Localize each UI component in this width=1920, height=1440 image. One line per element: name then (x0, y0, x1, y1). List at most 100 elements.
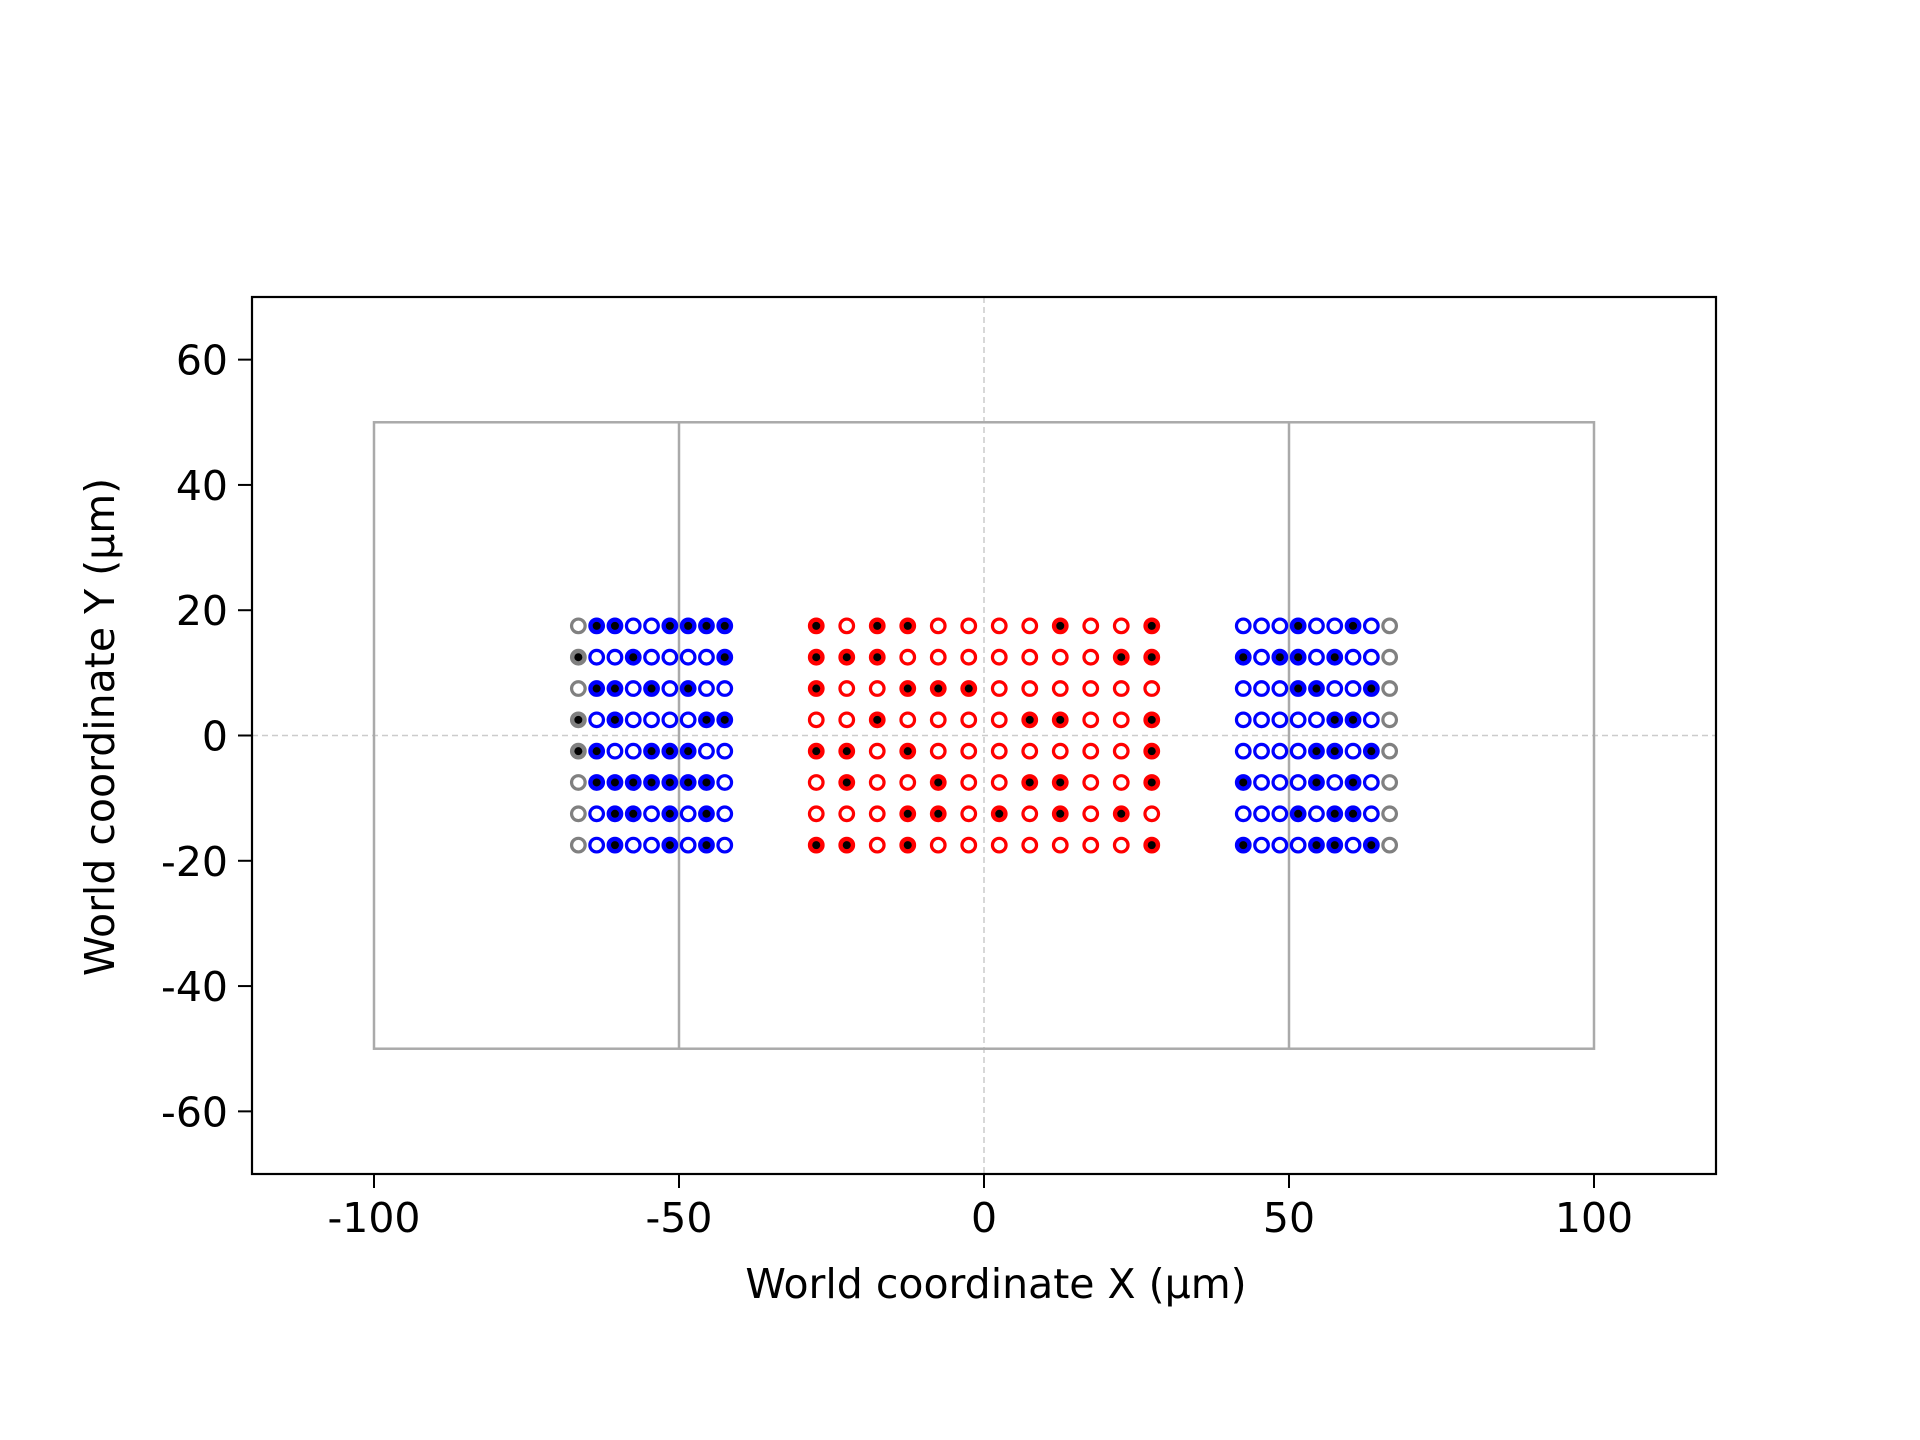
data-point-fill (592, 684, 601, 693)
data-point-fill (1117, 653, 1126, 662)
data-point (960, 711, 978, 729)
data-point (1381, 711, 1399, 729)
data-point-fill (610, 841, 619, 850)
data-point-fill (903, 621, 912, 630)
data-point (1344, 742, 1362, 760)
data-point-fill (1239, 841, 1248, 850)
data-point-fill (1349, 809, 1358, 818)
data-point-fill (873, 715, 882, 724)
data-point-fill (995, 809, 1004, 818)
data-point (643, 617, 660, 635)
data-point-fill (1147, 747, 1156, 756)
data-point-fill (1312, 778, 1321, 787)
data-point-fill (812, 653, 821, 662)
data-point-fill (574, 747, 583, 756)
data-point-fill (873, 653, 882, 662)
data-point (1234, 711, 1252, 729)
data-point (838, 680, 856, 697)
data-point (1112, 836, 1130, 854)
data-point-fill (702, 841, 711, 850)
data-point (868, 742, 886, 760)
data-point (1234, 617, 1252, 635)
data-point-fill (610, 684, 619, 693)
data-point-fill (702, 809, 711, 818)
x-tick-label: 100 (1555, 1194, 1633, 1242)
data-point-fill (665, 841, 674, 850)
data-point (1143, 805, 1161, 823)
data-point (624, 742, 642, 760)
data-point (1271, 774, 1289, 791)
data-point (1112, 617, 1130, 635)
data-point-fill (1117, 809, 1126, 818)
data-point (716, 805, 734, 823)
data-point-fill (1312, 841, 1321, 850)
data-point (1082, 648, 1100, 666)
data-point (1344, 680, 1362, 697)
data-point (1253, 711, 1270, 729)
data-point (1112, 774, 1130, 791)
data-point (929, 836, 947, 854)
data-point (1289, 711, 1307, 729)
data-point-fill (592, 747, 601, 756)
data-point-fill (1025, 715, 1034, 724)
data-point-fill (1330, 809, 1339, 818)
data-point (1271, 742, 1289, 760)
data-point (1362, 617, 1380, 635)
data-point-fill (1056, 715, 1065, 724)
data-point (1253, 617, 1270, 635)
data-point-fill (647, 778, 656, 787)
data-point-fill (903, 841, 912, 850)
data-point-fill (1239, 653, 1248, 662)
data-point (1253, 805, 1270, 823)
data-point-fill (1056, 809, 1065, 818)
x-axis-label: World coordinate X (µm) (745, 1260, 1246, 1308)
data-point (716, 836, 734, 854)
outline-rect (372, 421, 1596, 1050)
data-point (1253, 742, 1270, 760)
data-point-fill (1367, 684, 1376, 693)
data-point-fill (684, 747, 693, 756)
data-point-fill (1147, 621, 1156, 630)
data-point (960, 774, 978, 791)
data-point (661, 711, 679, 729)
data-point (990, 617, 1008, 635)
data-point-fill (720, 621, 729, 630)
data-point-fill (842, 653, 851, 662)
data-point (624, 680, 642, 697)
data-point (1021, 805, 1039, 823)
data-point (1362, 805, 1380, 823)
y-tick-label: 0 (202, 713, 228, 761)
data-point-fill (610, 778, 619, 787)
data-point-fill (812, 747, 821, 756)
data-point-fill (665, 778, 674, 787)
data-point-fill (647, 684, 656, 693)
data-point (606, 648, 624, 666)
data-point-fill (934, 809, 943, 818)
data-point (569, 774, 587, 791)
data-point (1051, 836, 1069, 854)
data-point-fill (812, 841, 821, 850)
data-point (990, 742, 1008, 760)
data-point (1112, 680, 1130, 697)
data-point (807, 711, 825, 729)
data-point-fill (1330, 747, 1339, 756)
data-point (1051, 742, 1069, 760)
data-point-fill (684, 621, 693, 630)
data-point (569, 836, 587, 854)
data-point-fill (720, 715, 729, 724)
data-point-fill (1147, 778, 1156, 787)
data-point (899, 774, 917, 791)
data-point-fill (1367, 747, 1376, 756)
data-point (588, 805, 606, 823)
data-point (1381, 805, 1399, 823)
data-point (960, 617, 978, 635)
y-axis-label: World coordinate Y (µm) (76, 478, 124, 976)
y-axis: -60 -40 -20 0 20 40 60 (161, 337, 252, 1136)
data-point (624, 617, 642, 635)
data-point-fill (1147, 715, 1156, 724)
data-point-fill (1275, 653, 1284, 662)
x-tick-label: 0 (971, 1194, 997, 1242)
data-point-fill (1294, 684, 1303, 693)
data-point-fill (1056, 778, 1065, 787)
data-point (960, 805, 978, 823)
